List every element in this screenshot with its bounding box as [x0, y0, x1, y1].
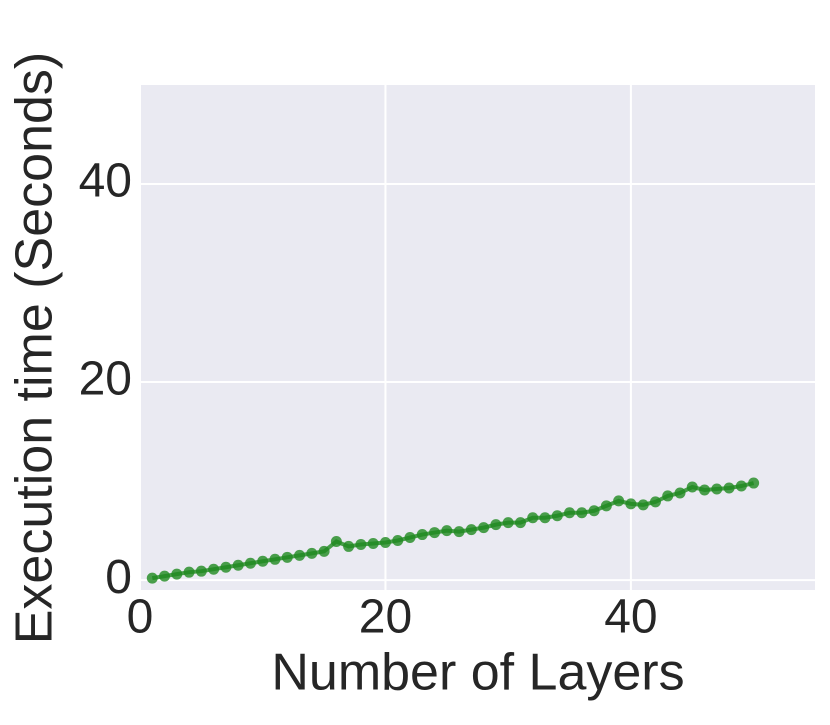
data-point: [269, 553, 281, 565]
data-point: [318, 545, 330, 557]
data-point: [662, 490, 674, 502]
data-point: [306, 547, 318, 559]
data-point: [146, 572, 158, 584]
data-point: [441, 525, 453, 537]
data-point: [281, 551, 293, 563]
data-point: [379, 536, 391, 548]
x-tick-label: 20: [359, 591, 412, 644]
data-point: [171, 568, 183, 580]
data-point: [355, 538, 367, 550]
data-point: [539, 512, 551, 524]
data-point: [220, 561, 232, 573]
data-point: [551, 510, 563, 522]
data-point: [208, 563, 220, 575]
data-point: [674, 487, 686, 499]
data-point: [576, 507, 588, 519]
data-point: [600, 500, 612, 512]
data-point: [735, 480, 747, 492]
data-point: [429, 527, 441, 539]
data-point: [392, 534, 404, 546]
data-point: [490, 519, 502, 531]
data-point: [625, 498, 637, 510]
data-point: [330, 535, 342, 547]
data-point: [502, 517, 514, 529]
data-point: [723, 482, 735, 494]
data-point: [183, 566, 195, 578]
data-point: [637, 499, 649, 511]
data-point: [478, 522, 490, 534]
data-point: [453, 526, 465, 538]
data-point: [748, 477, 760, 489]
plot-area: [140, 85, 815, 590]
data-point: [416, 529, 428, 541]
data-point: [257, 555, 269, 567]
y-tick-label: 0: [105, 551, 132, 604]
y-axis-label: Execution time (Seconds): [6, 52, 64, 645]
y-tick-label: 40: [79, 155, 132, 208]
data-point: [294, 549, 306, 561]
data-point: [232, 559, 244, 571]
data-point: [465, 524, 477, 536]
x-tick-label: 0: [127, 591, 154, 644]
data-point: [686, 481, 698, 493]
data-point: [159, 570, 171, 582]
data-point: [404, 532, 416, 544]
data-point: [588, 505, 600, 517]
data-point: [564, 507, 576, 519]
data-point: [699, 484, 711, 496]
data-point: [244, 557, 256, 569]
data-point: [343, 540, 355, 552]
data-point: [527, 512, 539, 524]
data-point: [195, 565, 207, 577]
data-point: [514, 517, 526, 529]
data-point: [711, 483, 723, 495]
data-point: [613, 495, 625, 507]
x-tick-label: 40: [604, 591, 657, 644]
data-point: [649, 496, 661, 508]
data-point: [367, 537, 379, 549]
y-tick-label: 20: [79, 353, 132, 406]
x-axis-label: Number of Layers: [271, 644, 684, 702]
